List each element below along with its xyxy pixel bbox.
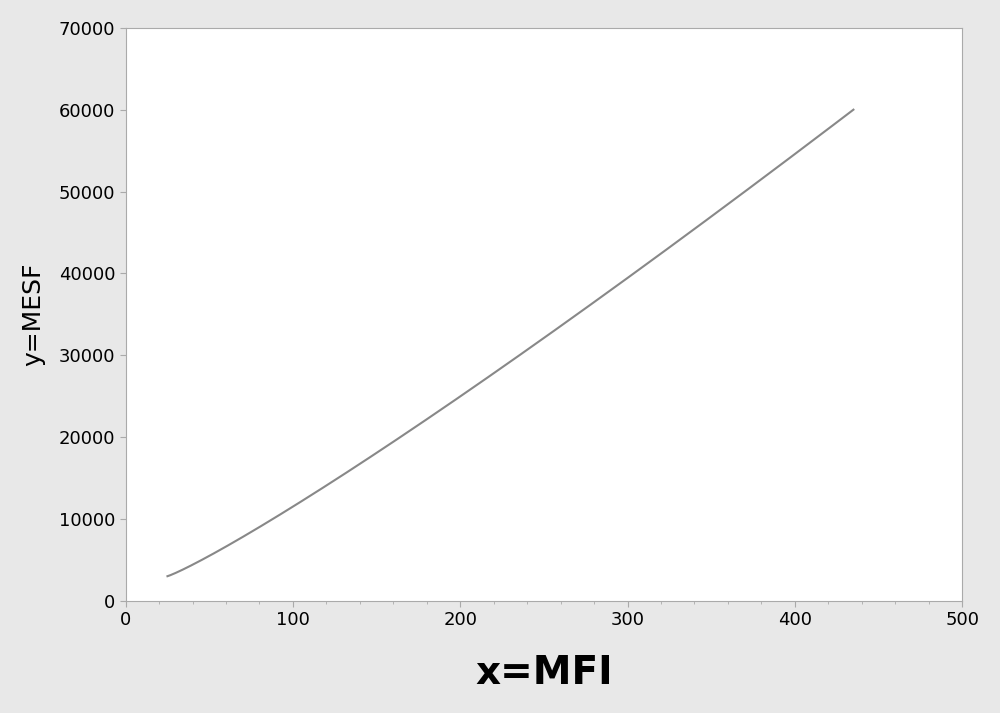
Y-axis label: y=MESF: y=MESF [21, 262, 45, 366]
X-axis label: x=MFI: x=MFI [475, 654, 613, 692]
